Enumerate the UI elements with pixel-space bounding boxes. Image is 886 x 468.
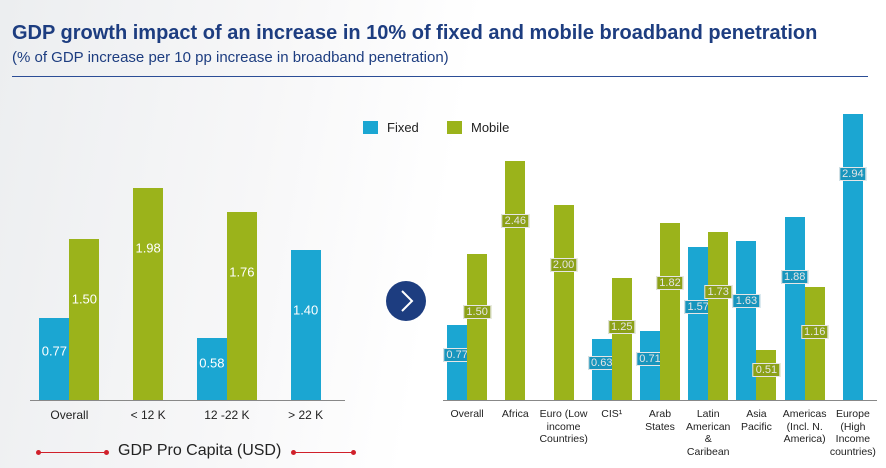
value-label: 1.50 xyxy=(71,291,98,307)
x-tick-label: Asia Pacific xyxy=(740,408,772,433)
axis-label-rule xyxy=(38,452,106,453)
value-label: 1.40 xyxy=(292,302,319,318)
value-label: 1.50 xyxy=(463,305,491,320)
axis-label-dot xyxy=(351,450,356,455)
value-label: 1.76 xyxy=(229,264,255,280)
bar xyxy=(708,231,729,400)
value-label: 1.82 xyxy=(656,275,684,290)
x-tick-label: > 22 K xyxy=(288,408,324,422)
value-label: 0.63 xyxy=(588,356,616,371)
x-tick-label: Latin American & Caribean xyxy=(686,408,731,458)
bar xyxy=(226,211,257,400)
legend-label: Mobile xyxy=(471,120,510,135)
bar xyxy=(39,317,70,400)
value-label: 0.71 xyxy=(636,351,664,366)
axis-label-rule xyxy=(293,452,353,453)
x-tick-label: 12 -22 K xyxy=(204,408,250,422)
x-axis xyxy=(30,400,345,401)
value-label: 1.98 xyxy=(135,240,161,256)
legend-swatch xyxy=(363,121,378,134)
value-label: 0.58 xyxy=(199,355,225,371)
title: GDP growth impact of an increase in 10% … xyxy=(12,22,818,44)
axis-label-dot xyxy=(104,450,109,455)
axis-label-dot xyxy=(291,450,296,455)
bar xyxy=(505,160,526,400)
bar xyxy=(611,278,632,400)
x-axis-label: GDP Pro Capita (USD) xyxy=(118,442,282,459)
bar xyxy=(784,217,805,400)
value-label: 1.16 xyxy=(800,325,829,340)
bar xyxy=(447,325,468,400)
value-label: 1.57 xyxy=(684,300,712,315)
legend-label: Fixed xyxy=(387,120,419,135)
bar xyxy=(804,287,825,400)
value-label: 2.46 xyxy=(501,213,530,228)
bar xyxy=(553,205,574,400)
value-label: 1.25 xyxy=(608,320,636,335)
bar xyxy=(467,254,488,400)
bar xyxy=(133,188,164,400)
header-rule xyxy=(12,76,868,77)
axis-label-dot xyxy=(36,450,41,455)
bar xyxy=(660,222,680,400)
x-tick-label: Overall xyxy=(450,408,484,420)
bar xyxy=(69,239,100,400)
value-label: 0.51 xyxy=(752,363,781,378)
bar xyxy=(196,337,227,400)
x-tick-label: Overall xyxy=(50,408,89,422)
arrow-icon xyxy=(386,281,426,321)
x-tick-label: Africa xyxy=(501,408,529,420)
bar xyxy=(688,247,709,400)
x-axis xyxy=(443,400,877,401)
x-tick-label: Euro (Low income Countries) xyxy=(539,408,588,446)
subtitle: (% of GDP increase per 10 pp increase in… xyxy=(12,49,449,66)
value-label: 1.63 xyxy=(732,294,761,309)
value-label: 2.00 xyxy=(549,258,578,273)
bar xyxy=(842,114,863,400)
value-label: 2.94 xyxy=(839,167,867,181)
x-tick-label: Americas (Incl. N. America) xyxy=(782,408,827,446)
value-label: 1.88 xyxy=(780,270,809,285)
value-label: 0.77 xyxy=(41,343,68,359)
x-tick-label: < 12 K xyxy=(130,408,166,422)
value-label: 1.73 xyxy=(704,284,732,299)
legend-swatch xyxy=(447,121,462,134)
x-tick-label: CIS¹ xyxy=(601,408,623,420)
x-tick-label: Arab States xyxy=(645,408,675,433)
bar xyxy=(290,250,321,400)
x-tick-label: Europe (High Income countries) xyxy=(829,408,876,458)
bar xyxy=(736,241,757,400)
